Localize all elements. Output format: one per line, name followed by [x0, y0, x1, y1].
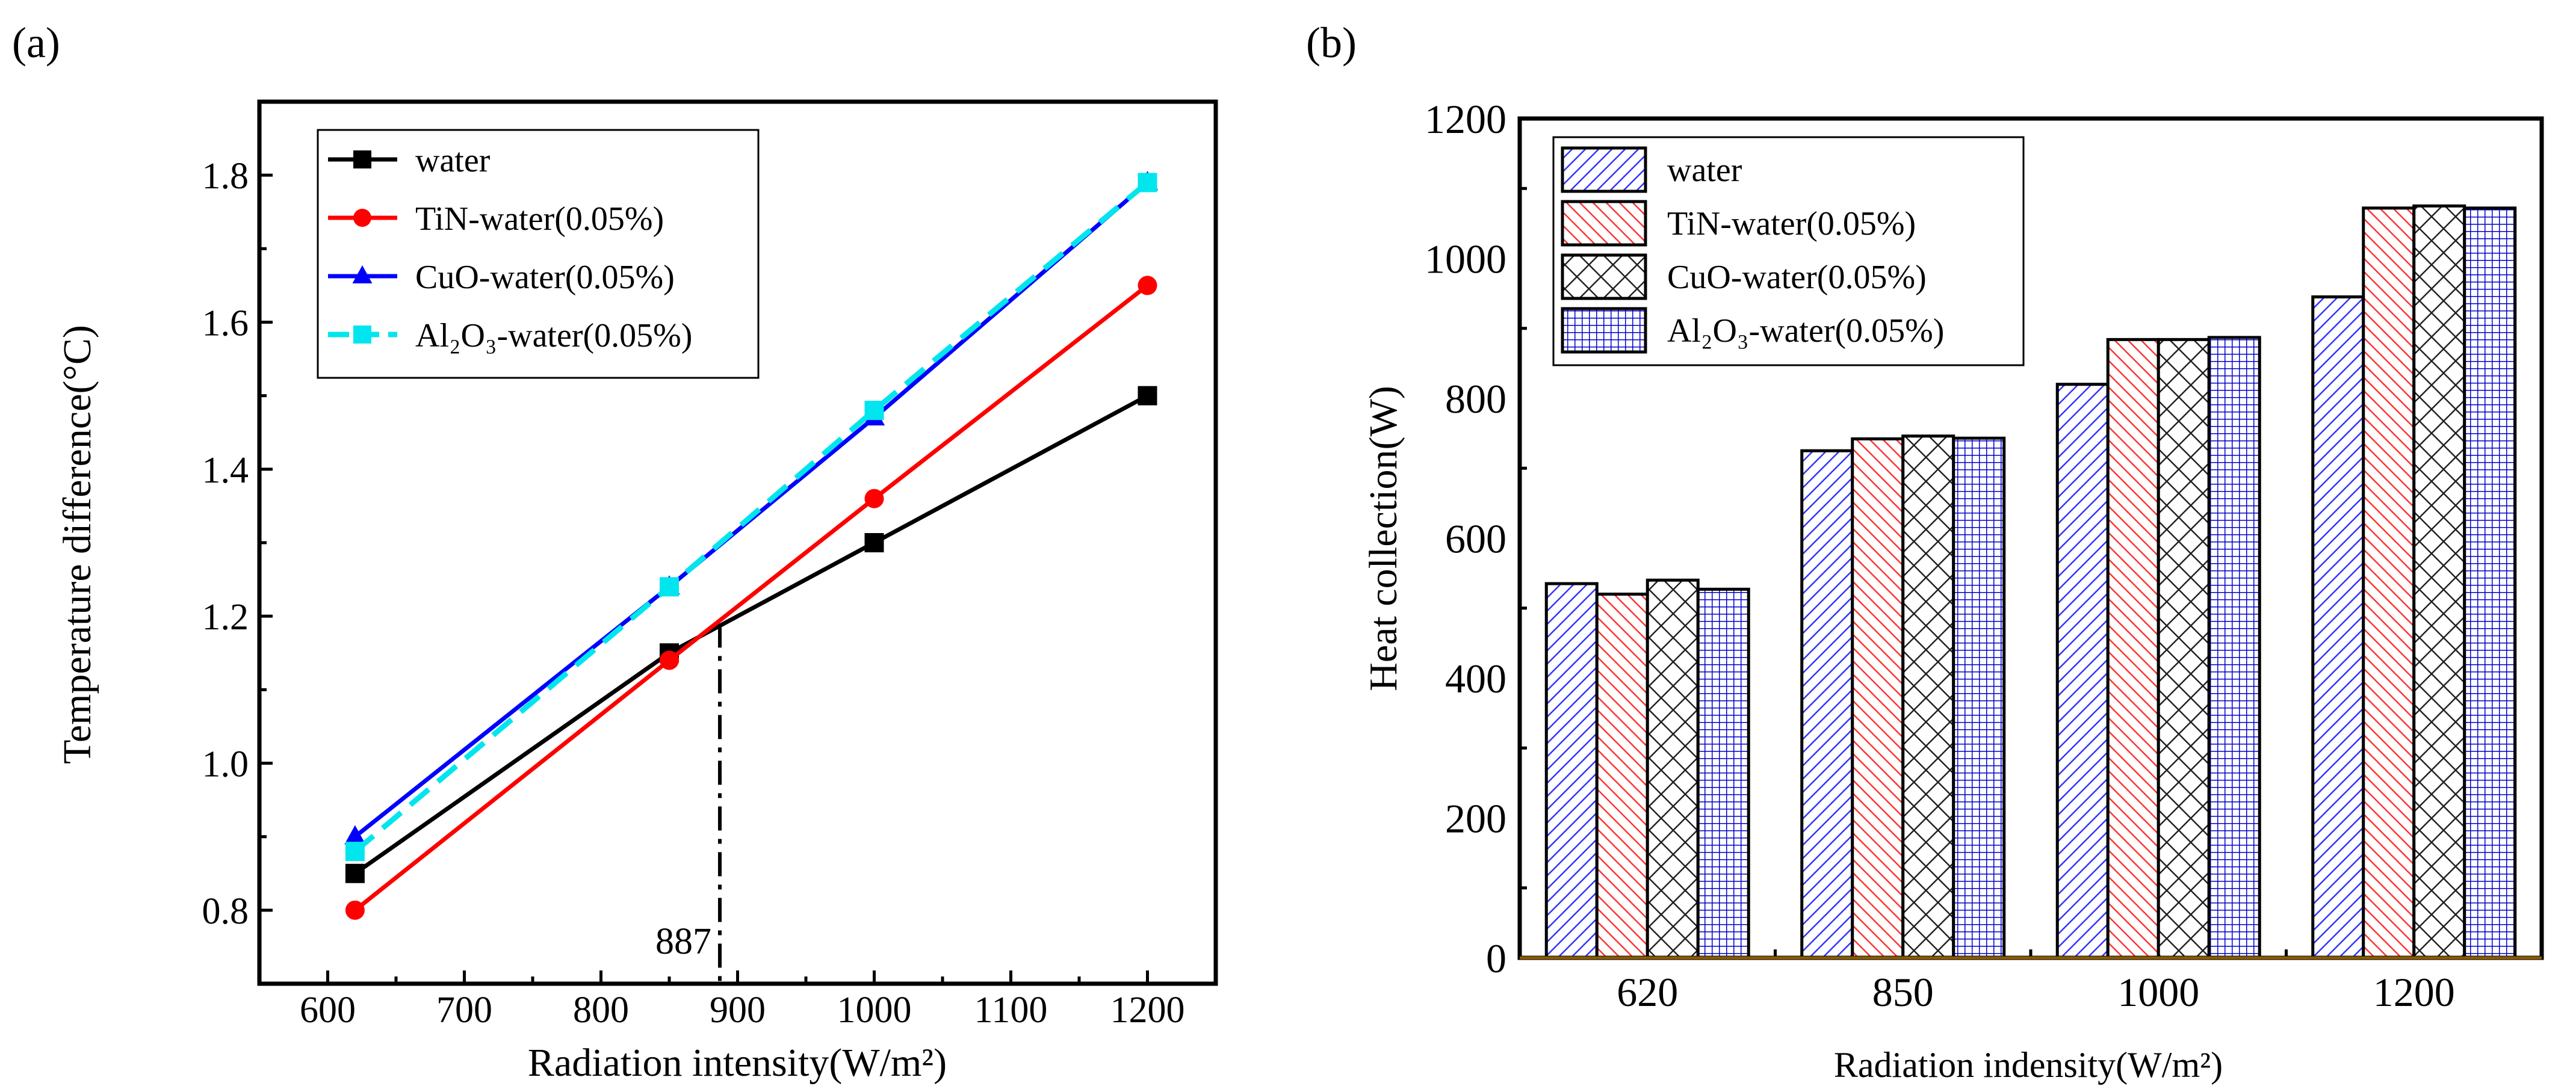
bar-0-850: [1800, 449, 1854, 960]
panel-label-a: (a): [12, 19, 60, 67]
y-tick-label: 0.8: [202, 891, 249, 932]
legend-swatch: [1561, 200, 1647, 247]
y-tick-label: 0: [1486, 936, 1506, 981]
x-tick-label: 1100: [974, 990, 1048, 1031]
marker-square: [864, 533, 884, 552]
marker-square: [1138, 386, 1157, 406]
marker-square: [660, 577, 679, 597]
legend-label: CuO-water(0.05%): [1667, 259, 1927, 296]
legend-swatch: [1561, 307, 1647, 354]
y-axis-label-a: Temperature difference(°C): [55, 325, 99, 764]
bar-3-850: [1952, 436, 2006, 960]
legend-label: TiN-water(0.05%): [1667, 205, 1916, 242]
x-tick-label: 800: [573, 990, 629, 1031]
bar-3-620: [1696, 587, 1750, 960]
bar-2-1200: [2412, 204, 2466, 960]
y-tick-label: 1.8: [202, 156, 249, 197]
marker-circle: [1138, 276, 1157, 295]
bar-1-1000: [2106, 338, 2160, 960]
marker-circle: [345, 900, 365, 920]
y-axis-label-b: Heat collection(W): [1361, 386, 1405, 691]
legend-item: TiN-water(0.05%): [1561, 200, 1916, 247]
marker-square: [345, 842, 365, 862]
marker-square: [353, 150, 371, 168]
x-tick-label: 1200: [1110, 990, 1185, 1031]
legend-item: Al₂O₃-water(0.05%): [1561, 307, 1944, 354]
legend-label: Al₂O₃-water(0.05%): [415, 317, 692, 354]
plot-area-a: 600 700 800 900 1000 1100 1200 0.8 1.0 1.2 1.4 1.6 1…: [202, 99, 1218, 1031]
bar-1-620: [1595, 593, 1649, 960]
series-line: [353, 180, 1149, 839]
legend-swatch: [1561, 146, 1647, 193]
bar-2-850: [1901, 434, 1955, 960]
legend-a: water TiN-water(0.05%) CuO-water(0.05%) Al₂…: [317, 129, 760, 379]
x-tick-label: 1000: [837, 990, 912, 1031]
series-0: [345, 386, 1157, 883]
y-tick-label: 1.4: [202, 450, 249, 491]
line-chart-panel-a: (a) 600 700 800 900 1000 1100 1200 0.8 1.0 1.2 1.4…: [12, 19, 1218, 1085]
bar-1-1200: [2362, 206, 2416, 960]
series-line: [353, 283, 1149, 912]
panel-label-b: (b): [1306, 19, 1357, 67]
y-tick-label: 1000: [1425, 236, 1506, 282]
bar-1-850: [1851, 437, 1905, 960]
x-tick-label: 850: [1872, 969, 1934, 1015]
y-tick-label: 1.2: [202, 597, 249, 638]
x-axis-label-a: Radiation intensity(W/m²): [528, 1041, 947, 1085]
y-tick-label: 1200: [1425, 96, 1506, 142]
legend-item: water: [328, 142, 491, 179]
bar-0-620: [1544, 582, 1599, 960]
legend-b: water TiN-water(0.05%) CuO-water(0.05%) Al₂…: [1552, 136, 2025, 366]
y-tick-label: 200: [1445, 796, 1506, 842]
legend-label: Al₂O₃-water(0.05%): [1667, 312, 1944, 350]
bar-2-620: [1646, 578, 1700, 960]
marker-circle: [353, 209, 371, 227]
legend-label: water: [1667, 152, 1742, 189]
x-axis-label-b: Radiation indensity(W/m²): [1834, 1045, 2223, 1085]
bar-chart-panel-b: (b) 620 850 1000 1200020040060080010001200 …: [1306, 19, 2544, 1085]
x-tick-label: 700: [436, 990, 492, 1031]
plot-frame: [257, 99, 1218, 986]
y-tick-label: 600: [1445, 516, 1506, 562]
series-3: [345, 173, 1157, 862]
x-tick-label: 900: [710, 990, 766, 1031]
marker-triangle: [352, 265, 373, 283]
x-tick-label: 600: [300, 990, 356, 1031]
bar-3-1200: [2463, 206, 2517, 960]
marker-triangle: [344, 825, 366, 845]
legend-item: CuO-water(0.05%): [1561, 253, 1927, 300]
legend-label: water: [415, 142, 491, 179]
marker-square: [345, 863, 365, 883]
bar-0-1200: [2311, 295, 2365, 960]
y-tick-label: 400: [1445, 656, 1506, 702]
x-tick-label: 620: [1617, 969, 1678, 1015]
x-tick-label: 1000: [2117, 969, 2199, 1015]
y-tick-label: 1.6: [202, 303, 249, 344]
plot-area-b: 620 850 1000 1200 0 200 400 600 800 1000 1200: [1425, 96, 2544, 1015]
legend-item: water: [1561, 146, 1742, 193]
legend-item: CuO-water(0.05%): [328, 259, 675, 296]
marker-circle: [864, 489, 884, 508]
marker-square: [1138, 173, 1157, 193]
y-tick-label: 800: [1445, 376, 1506, 422]
bar-0-1000: [2055, 383, 2110, 960]
bar-2-1000: [2156, 338, 2211, 960]
series-line: [353, 393, 1149, 875]
series-1: [345, 276, 1157, 920]
legend-item: TiN-water(0.05%): [328, 200, 664, 238]
bar-3-1000: [2207, 336, 2261, 960]
legend-label: CuO-water(0.05%): [415, 259, 675, 296]
legend-item: Al₂O₃-water(0.05%): [328, 317, 692, 354]
series-line: [353, 180, 1150, 854]
marker-square: [353, 325, 371, 344]
legend-label: TiN-water(0.05%): [415, 200, 664, 238]
marker-circle: [660, 650, 679, 670]
annotation-label: 887: [655, 921, 711, 962]
y-tick-label: 1.0: [202, 744, 249, 785]
legend-swatch: [1561, 253, 1647, 300]
marker-square: [864, 401, 884, 421]
x-tick-label: 1200: [2373, 969, 2455, 1015]
